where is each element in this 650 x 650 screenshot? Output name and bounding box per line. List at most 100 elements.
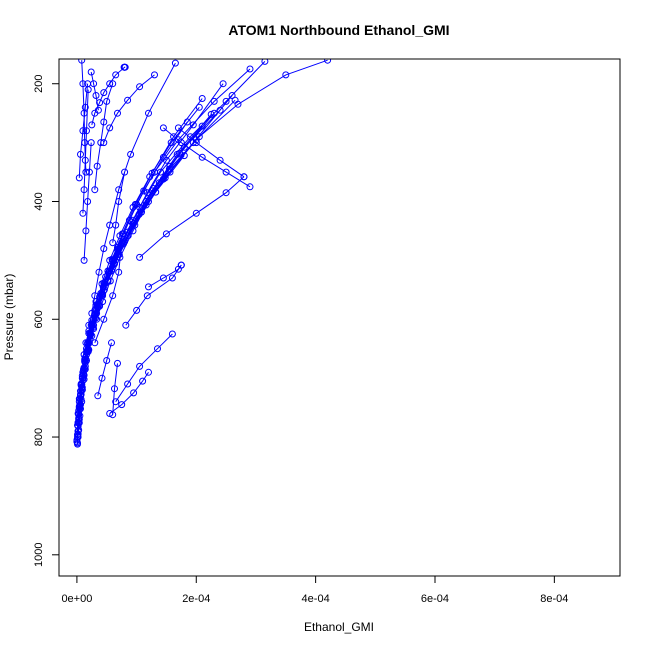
data-point <box>127 150 135 158</box>
data-point <box>129 216 137 224</box>
data-point <box>100 315 108 323</box>
y-tick-label: 800 <box>33 428 45 446</box>
data-point <box>112 221 120 229</box>
data-point <box>145 283 152 291</box>
series-19 <box>74 346 92 435</box>
chart-title: ATOM1 Northbound Ethanol_GMI <box>228 22 449 38</box>
data-point <box>210 97 218 105</box>
data-point <box>124 380 132 388</box>
series-line <box>90 71 99 111</box>
data-point <box>100 286 108 294</box>
data-point <box>136 253 144 261</box>
series-31 <box>91 239 126 347</box>
x-tick-label: 6e-04 <box>421 593 449 605</box>
data-point <box>168 330 176 338</box>
data-point <box>154 345 161 353</box>
data-point <box>80 375 88 383</box>
data-point <box>195 103 203 111</box>
data-point <box>84 198 92 205</box>
data-point <box>324 59 332 64</box>
series-line <box>148 264 182 288</box>
series-39 <box>100 71 158 147</box>
series-line <box>94 242 123 343</box>
data-point <box>83 127 90 135</box>
data-point <box>109 292 117 300</box>
y-axis: 200 400 600 800 1000 <box>33 75 60 567</box>
data-point <box>109 411 117 419</box>
series-line <box>91 66 125 126</box>
series-line <box>97 342 112 396</box>
data-point <box>167 139 175 147</box>
series-24 <box>145 261 185 291</box>
y-tick-label: 1000 <box>33 543 45 567</box>
series-28 <box>109 168 129 247</box>
data-point <box>98 374 106 382</box>
series-line <box>112 363 118 415</box>
data-point <box>198 95 206 102</box>
data-point <box>118 401 126 409</box>
data-point <box>222 97 230 105</box>
data-point <box>100 245 108 253</box>
data-point <box>145 109 152 117</box>
data-point <box>114 359 121 367</box>
data-point <box>115 268 123 276</box>
data-point <box>92 92 100 99</box>
data-point <box>111 385 118 393</box>
data-point <box>114 109 121 117</box>
x-axis: 0e+00 2e-04 4e-04 6e-04 8e-04 <box>61 575 568 605</box>
data-point <box>139 377 147 385</box>
data-point <box>133 306 141 314</box>
series-21 <box>112 330 176 406</box>
series-line <box>78 83 89 178</box>
data-point <box>246 183 254 191</box>
series-32 <box>94 339 115 400</box>
data-point <box>240 173 248 181</box>
data-point <box>74 427 82 435</box>
data-point <box>146 173 154 181</box>
data-point <box>100 139 108 147</box>
data-point <box>183 118 191 126</box>
data-point <box>80 186 88 194</box>
series-line <box>79 155 185 405</box>
data-point <box>152 188 160 196</box>
data-point <box>136 83 144 91</box>
y-axis-label: Pressure (mbar) <box>2 274 16 361</box>
data-point <box>149 185 157 192</box>
data-point <box>84 346 92 354</box>
data-point <box>112 398 120 406</box>
series-20 <box>106 368 152 417</box>
series-line <box>85 99 236 343</box>
series-line <box>139 176 245 258</box>
data-point <box>79 209 87 217</box>
data-point <box>76 401 84 409</box>
x-tick-label: 8e-04 <box>540 593 568 605</box>
data-point <box>85 168 93 176</box>
x-tick-label: 0e+00 <box>61 593 92 605</box>
data-point <box>109 239 117 247</box>
data-point <box>96 99 104 107</box>
y-tick-label: 400 <box>33 192 45 210</box>
data-point <box>222 168 230 176</box>
data-point <box>125 216 133 224</box>
series-line <box>163 127 251 188</box>
data-point <box>74 419 82 427</box>
series-36 <box>80 139 95 264</box>
data-point <box>222 189 230 197</box>
data-point <box>192 139 200 147</box>
data-point <box>161 174 169 182</box>
data-point <box>131 221 139 229</box>
series-line <box>178 127 245 178</box>
series-line <box>125 264 182 326</box>
data-point <box>210 109 218 117</box>
data-point <box>180 152 188 160</box>
data-point <box>282 71 290 79</box>
data-point <box>162 230 170 238</box>
data-point <box>111 260 118 268</box>
data-point <box>91 339 99 347</box>
data-point <box>142 201 150 209</box>
y-tick-label: 200 <box>33 75 45 93</box>
data-point <box>95 268 103 276</box>
data-point <box>80 256 88 264</box>
data-point <box>80 371 87 379</box>
data-point <box>77 150 84 158</box>
